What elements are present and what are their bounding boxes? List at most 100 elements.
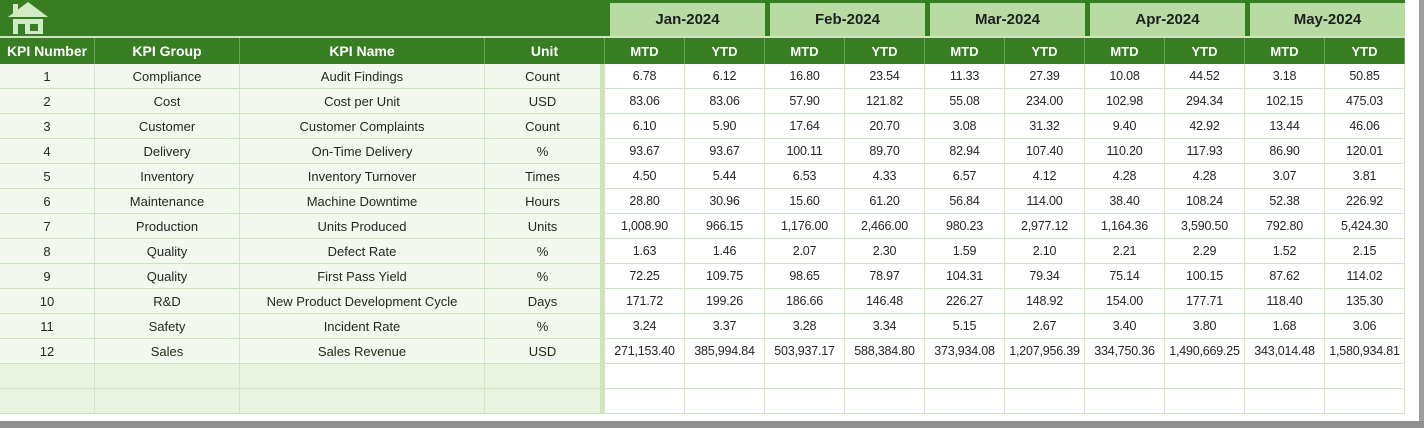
- value-cell-ytd[interactable]: 20.70: [845, 114, 925, 139]
- value-cell-ytd[interactable]: 2,977.12: [1005, 214, 1085, 239]
- value-cell-mtd[interactable]: 9.40: [1085, 114, 1165, 139]
- kpi-name-cell[interactable]: Incident Rate: [240, 314, 485, 339]
- value-cell-ytd[interactable]: 2.15: [1325, 239, 1405, 264]
- unit-cell[interactable]: %: [485, 239, 605, 264]
- value-cell-ytd[interactable]: 226.92: [1325, 189, 1405, 214]
- value-cell[interactable]: [1245, 389, 1325, 414]
- unit-cell[interactable]: Days: [485, 289, 605, 314]
- value-cell-ytd[interactable]: 4.12: [1005, 164, 1085, 189]
- value-cell-ytd[interactable]: 1,207,956.39: [1005, 339, 1085, 364]
- value-cell-mtd[interactable]: 72.25: [605, 264, 685, 289]
- value-cell-mtd[interactable]: 83.06: [605, 89, 685, 114]
- value-cell-ytd[interactable]: 5.44: [685, 164, 765, 189]
- value-cell-mtd[interactable]: 104.31: [925, 264, 1005, 289]
- value-cell[interactable]: [1325, 364, 1405, 389]
- value-cell-mtd[interactable]: 100.11: [765, 139, 845, 164]
- value-cell-mtd[interactable]: 6.10: [605, 114, 685, 139]
- value-cell-mtd[interactable]: 980.23: [925, 214, 1005, 239]
- value-cell-ytd[interactable]: 108.24: [1165, 189, 1245, 214]
- value-cell[interactable]: [1165, 389, 1245, 414]
- value-cell-mtd[interactable]: 17.64: [765, 114, 845, 139]
- value-cell-mtd[interactable]: 6.57: [925, 164, 1005, 189]
- value-cell-ytd[interactable]: 3.80: [1165, 314, 1245, 339]
- unit-cell[interactable]: USD: [485, 89, 605, 114]
- value-cell-mtd[interactable]: 87.62: [1245, 264, 1325, 289]
- kpi-name-cell[interactable]: Sales Revenue: [240, 339, 485, 364]
- value-cell-ytd[interactable]: 2.10: [1005, 239, 1085, 264]
- value-cell-mtd[interactable]: 86.90: [1245, 139, 1325, 164]
- value-cell-mtd[interactable]: 3.07: [1245, 164, 1325, 189]
- value-cell-ytd[interactable]: 148.92: [1005, 289, 1085, 314]
- value-cell-ytd[interactable]: 4.33: [845, 164, 925, 189]
- value-cell[interactable]: [685, 364, 765, 389]
- kpi-group-cell[interactable]: Compliance: [95, 64, 240, 89]
- value-cell-mtd[interactable]: 2.07: [765, 239, 845, 264]
- value-cell[interactable]: [765, 389, 845, 414]
- value-cell-mtd[interactable]: 4.50: [605, 164, 685, 189]
- value-cell-ytd[interactable]: 109.75: [685, 264, 765, 289]
- value-cell-ytd[interactable]: 6.12: [685, 64, 765, 89]
- kpi-name-cell[interactable]: Cost per Unit: [240, 89, 485, 114]
- value-cell[interactable]: [1005, 364, 1085, 389]
- unit-cell[interactable]: [485, 389, 605, 414]
- value-cell-ytd[interactable]: 1.46: [685, 239, 765, 264]
- value-cell-ytd[interactable]: 117.93: [1165, 139, 1245, 164]
- value-cell-mtd[interactable]: 98.65: [765, 264, 845, 289]
- value-cell-ytd[interactable]: 5.90: [685, 114, 765, 139]
- value-cell-mtd[interactable]: 52.38: [1245, 189, 1325, 214]
- kpi-group-cell[interactable]: Sales: [95, 339, 240, 364]
- value-cell-mtd[interactable]: 10.08: [1085, 64, 1165, 89]
- value-cell-ytd[interactable]: 588,384.80: [845, 339, 925, 364]
- value-cell-mtd[interactable]: 186.66: [765, 289, 845, 314]
- value-cell[interactable]: [605, 364, 685, 389]
- value-cell[interactable]: [765, 364, 845, 389]
- value-cell-mtd[interactable]: 3.28: [765, 314, 845, 339]
- value-cell-mtd[interactable]: 2.21: [1085, 239, 1165, 264]
- value-cell-mtd[interactable]: 102.15: [1245, 89, 1325, 114]
- value-cell-ytd[interactable]: 31.32: [1005, 114, 1085, 139]
- value-cell[interactable]: [605, 389, 685, 414]
- value-cell-ytd[interactable]: 114.00: [1005, 189, 1085, 214]
- value-cell-mtd[interactable]: 3.18: [1245, 64, 1325, 89]
- kpi-name-cell[interactable]: [240, 389, 485, 414]
- unit-cell[interactable]: [485, 364, 605, 389]
- value-cell-ytd[interactable]: 42.92: [1165, 114, 1245, 139]
- kpi-number-cell[interactable]: 5: [0, 164, 95, 189]
- value-cell-ytd[interactable]: 121.82: [845, 89, 925, 114]
- kpi-name-cell[interactable]: First Pass Yield: [240, 264, 485, 289]
- value-cell[interactable]: [1005, 389, 1085, 414]
- kpi-group-cell[interactable]: R&D: [95, 289, 240, 314]
- value-cell-mtd[interactable]: 6.53: [765, 164, 845, 189]
- value-cell-ytd[interactable]: 2.29: [1165, 239, 1245, 264]
- value-cell-mtd[interactable]: 503,937.17: [765, 339, 845, 364]
- kpi-number-cell[interactable]: 4: [0, 139, 95, 164]
- value-cell[interactable]: [845, 364, 925, 389]
- kpi-number-cell[interactable]: 6: [0, 189, 95, 214]
- value-cell-ytd[interactable]: 30.96: [685, 189, 765, 214]
- value-cell-ytd[interactable]: 50.85: [1325, 64, 1405, 89]
- kpi-name-cell[interactable]: [240, 364, 485, 389]
- kpi-number-cell[interactable]: 9: [0, 264, 95, 289]
- kpi-group-cell[interactable]: Inventory: [95, 164, 240, 189]
- kpi-number-cell[interactable]: 8: [0, 239, 95, 264]
- value-cell[interactable]: [1245, 364, 1325, 389]
- value-cell-mtd[interactable]: 5.15: [925, 314, 1005, 339]
- kpi-number-cell[interactable]: 11: [0, 314, 95, 339]
- kpi-group-cell[interactable]: [95, 389, 240, 414]
- kpi-number-cell[interactable]: 10: [0, 289, 95, 314]
- value-cell-mtd[interactable]: 373,934.08: [925, 339, 1005, 364]
- value-cell-mtd[interactable]: 13.44: [1245, 114, 1325, 139]
- unit-cell[interactable]: Times: [485, 164, 605, 189]
- kpi-name-cell[interactable]: Customer Complaints: [240, 114, 485, 139]
- value-cell-ytd[interactable]: 83.06: [685, 89, 765, 114]
- value-cell-mtd[interactable]: 271,153.40: [605, 339, 685, 364]
- kpi-number-cell[interactable]: 3: [0, 114, 95, 139]
- value-cell-ytd[interactable]: 2.67: [1005, 314, 1085, 339]
- value-cell[interactable]: [1085, 389, 1165, 414]
- value-cell-ytd[interactable]: 107.40: [1005, 139, 1085, 164]
- value-cell-ytd[interactable]: 199.26: [685, 289, 765, 314]
- kpi-group-cell[interactable]: [95, 364, 240, 389]
- value-cell-ytd[interactable]: 93.67: [685, 139, 765, 164]
- value-cell-ytd[interactable]: 23.54: [845, 64, 925, 89]
- value-cell-mtd[interactable]: 55.08: [925, 89, 1005, 114]
